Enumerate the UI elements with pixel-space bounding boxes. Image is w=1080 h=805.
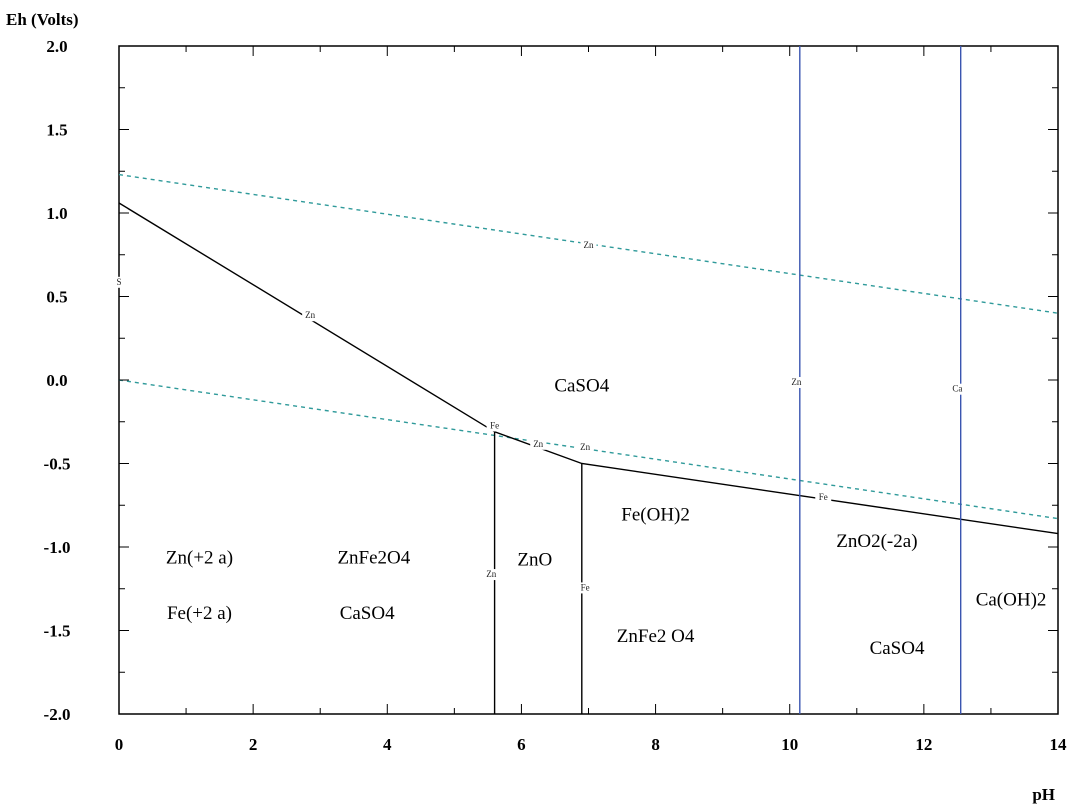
x-tick-label: 10 <box>781 735 798 754</box>
line-label-bg <box>577 442 594 454</box>
y-tick-label: -2.0 <box>44 705 71 724</box>
x-axis-title: pH <box>1032 785 1055 804</box>
region-label: CaSO4 <box>340 603 395 624</box>
region-label: ZnFe2 O4 <box>617 626 695 647</box>
y-tick-label: -1.0 <box>44 538 71 557</box>
line-label: S <box>116 277 121 287</box>
region-label: Ca(OH)2 <box>976 589 1047 610</box>
region-label: Fe(+2 a) <box>167 603 232 624</box>
line-label-bg <box>577 582 594 594</box>
line-label: Fe <box>581 582 590 592</box>
y-tick-label: 0.0 <box>46 371 67 390</box>
x-tick-label: 4 <box>383 735 392 754</box>
line-label: Zn <box>580 442 590 452</box>
x-tick-label: 8 <box>651 735 660 754</box>
line-label-bg <box>580 240 597 252</box>
y-tick-label: 1.0 <box>46 204 67 223</box>
line-label: Ca <box>952 384 962 394</box>
line-label-bg <box>788 377 805 389</box>
line-label: Zn <box>584 240 594 250</box>
region-label: Zn(+2 a) <box>166 548 233 569</box>
x-tick-label: 14 <box>1050 735 1068 754</box>
y-tick-label: -1.5 <box>44 622 71 641</box>
line-label: Fe <box>490 420 499 430</box>
region-label: Fe(OH)2 <box>621 504 690 525</box>
y-tick-label: 2.0 <box>46 37 67 56</box>
region-label: CaSO4 <box>554 376 609 397</box>
y-axis: 2.0 1.5 1.0 0.5 0.0 -0.5 -1.0 -1.5 -2.0 <box>44 37 1058 724</box>
region-label: ZnO2(-2a) <box>836 531 917 552</box>
chart-labels: CaSO4 Zn(+2 a) Fe(+2 a) ZnFe2O4 CaSO4 ZnO Fe(O… <box>111 240 1046 659</box>
y-axis-title: Eh (Volts) <box>6 10 79 29</box>
line-label-bg <box>530 438 547 450</box>
y-tick-label: 0.5 <box>46 288 67 307</box>
line-label-bg <box>815 492 832 504</box>
line-label: Zn <box>305 310 315 320</box>
region-label: ZnFe2O4 <box>337 548 410 569</box>
x-axis: 0 2 4 6 8 10 12 14 <box>115 46 1067 754</box>
line-label-bg <box>302 310 319 322</box>
x-tick-label: 0 <box>115 735 124 754</box>
line-label: Fe <box>819 492 828 502</box>
region-label: ZnO <box>517 549 552 570</box>
x-tick-label: 2 <box>249 735 258 754</box>
x-tick-label: 12 <box>915 735 932 754</box>
y-tick-label: 1.5 <box>46 121 67 140</box>
line-label: Zn <box>791 377 801 387</box>
line-label: Zn <box>486 569 496 579</box>
region-label: CaSO4 <box>870 638 925 659</box>
line-label-bg <box>483 569 500 581</box>
y-tick-label: -0.5 <box>44 455 71 474</box>
line-label-bg <box>111 276 127 288</box>
line-label-bg <box>486 420 503 432</box>
line-label: Zn <box>533 439 543 449</box>
boundary-line-2 <box>118 202 1059 535</box>
line-label-bg <box>949 383 966 395</box>
x-tick-label: 6 <box>517 735 526 754</box>
